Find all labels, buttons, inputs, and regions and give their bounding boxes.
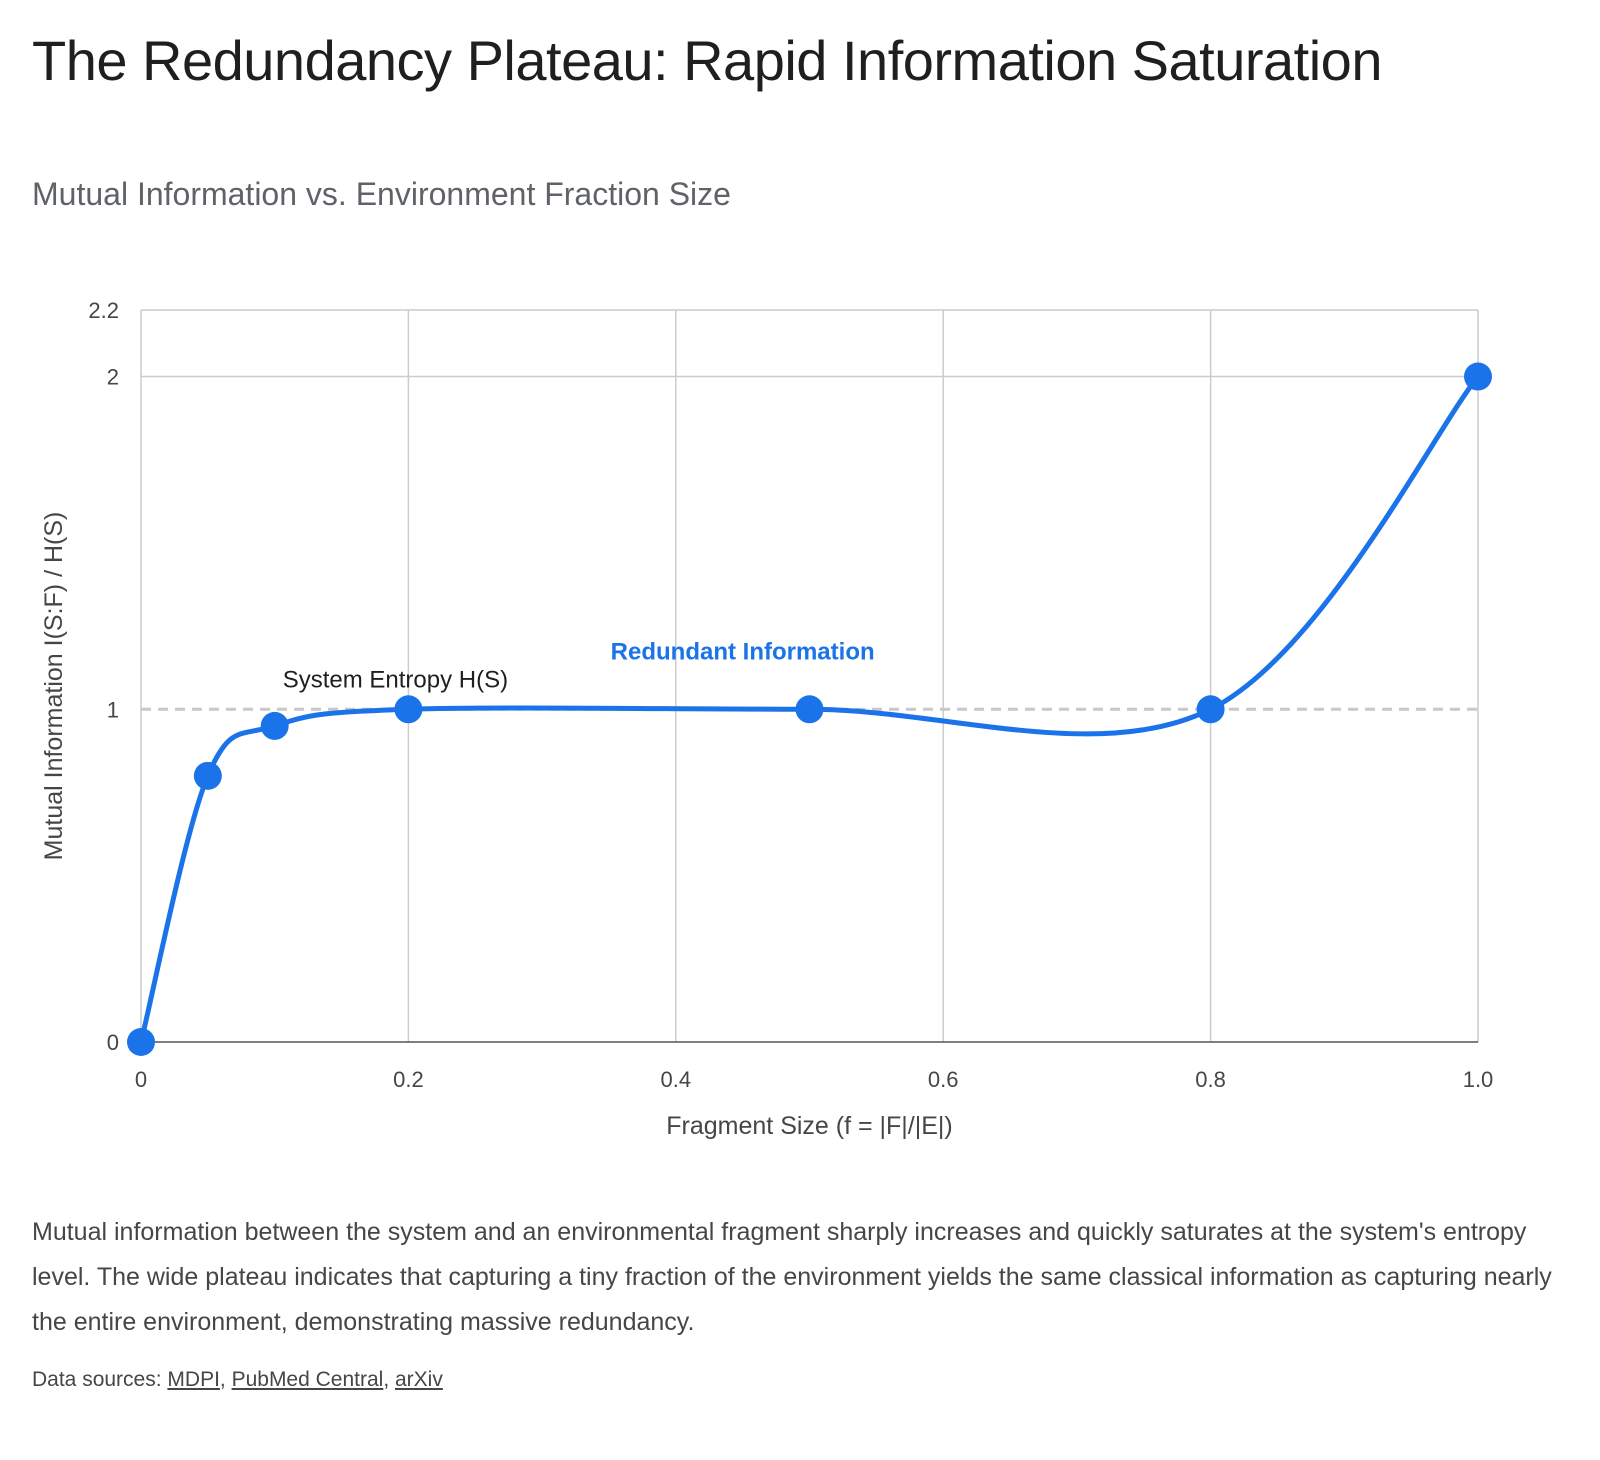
x-axis-label: Fragment Size (f = |F|/|E|) [666, 1112, 952, 1140]
x-tick-label-0.4: 0.4 [661, 1067, 692, 1092]
source-link-mdpi[interactable]: MDPI [167, 1368, 220, 1391]
data-point-0.05 [193, 761, 222, 790]
data-point-0 [127, 1028, 155, 1056]
x-tick-label-0.8: 0.8 [1195, 1067, 1226, 1092]
source-link-pubmed-central[interactable]: PubMed Central [231, 1368, 384, 1391]
x-tick-label-0: 0 [135, 1067, 147, 1092]
data-point-1 [1464, 362, 1492, 391]
data-sources-prefix: Data sources: [32, 1368, 168, 1391]
source-link-arxiv[interactable]: arXiv [395, 1368, 443, 1391]
mutual-information-chart: 0 0.2 0.4 0.6 0.8 1.0 0 1 2 2.2 Fragment Size (f … [40, 298, 1493, 1140]
x-tick-label-0.6: 0.6 [928, 1067, 959, 1092]
y-axis-label: Mutual Information I(S:F) / H(S) [40, 512, 68, 861]
y-tick-label-0: 0 [107, 1030, 119, 1055]
chart-caption: Mutual information between the system an… [32, 1218, 1552, 1336]
y-tick-label-2.2: 2.2 [88, 298, 119, 323]
data-point-0.2 [394, 695, 423, 724]
separator: , [383, 1368, 395, 1391]
separator: , [219, 1368, 232, 1391]
data-sources: Data sources: MDPI, PubMed Central, arXi… [32, 1368, 443, 1392]
x-tick-label-1.0: 1.0 [1463, 1067, 1494, 1092]
tick-labels: 0 0.2 0.4 0.6 0.8 1.0 0 1 2 2.2 [88, 298, 1493, 1092]
chart-subtitle: Mutual Information vs. Environment Fract… [32, 176, 731, 212]
data-point-0.1 [260, 711, 289, 740]
y-tick-label-1: 1 [107, 697, 119, 722]
data-point-0.8 [1196, 695, 1225, 724]
grid-lines [140, 309, 1479, 1043]
page-title: The Redundancy Plateau: Rapid Informatio… [32, 29, 1382, 92]
data-point-0.5 [795, 695, 824, 724]
x-tick-label-0.2: 0.2 [393, 1067, 424, 1092]
reference-line-label: System Entropy H(S) [283, 666, 508, 693]
series-group [127, 362, 1492, 1056]
y-tick-label-2: 2 [107, 365, 119, 390]
annotation-redundant-information: Redundant Information [611, 638, 875, 665]
